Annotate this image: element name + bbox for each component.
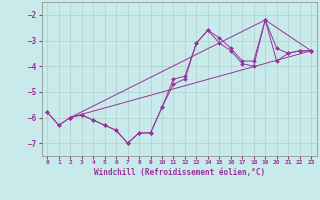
X-axis label: Windchill (Refroidissement éolien,°C): Windchill (Refroidissement éolien,°C) bbox=[94, 168, 265, 177]
